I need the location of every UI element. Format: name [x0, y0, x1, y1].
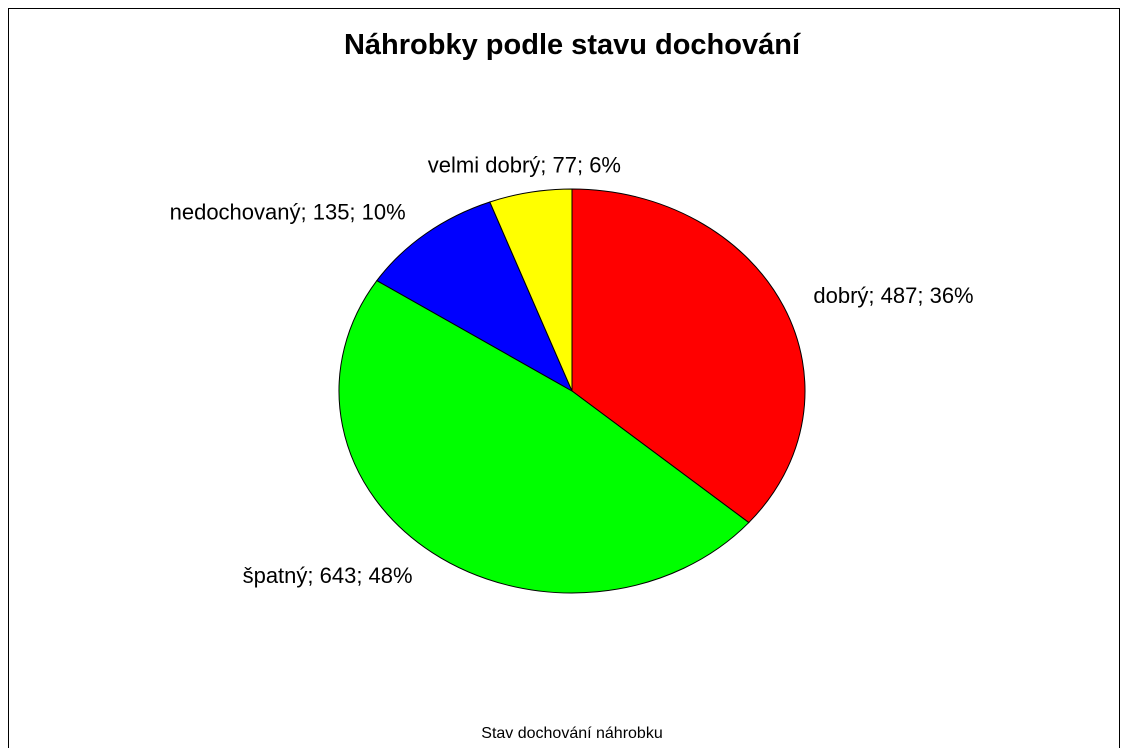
pie-slice-dobrý	[571, 188, 806, 524]
chart-x-label: Stav dochování náhrobku	[481, 725, 662, 742]
pie-slice-velmi-dobrý	[489, 188, 573, 392]
slice-labels: dobrý; 487; 36% špatný; 643; 48% nedochova…	[170, 153, 974, 589]
slice-label-špatný: špatný; 643; 48%	[243, 563, 413, 588]
pie-slice-nedochovaný	[376, 201, 574, 393]
slice-label-velmi-dobrý: velmi dobrý; 77; 6%	[428, 153, 621, 178]
slice-label-dobrý: dobrý; 487; 36%	[813, 283, 973, 308]
pie-slices	[338, 188, 806, 594]
slice-label-nedochovaný: nedochovaný; 135; 10%	[170, 199, 406, 224]
chart-title: Náhrobky podle stavu dochování	[344, 29, 801, 61]
pie-slice-špatný	[338, 279, 750, 594]
